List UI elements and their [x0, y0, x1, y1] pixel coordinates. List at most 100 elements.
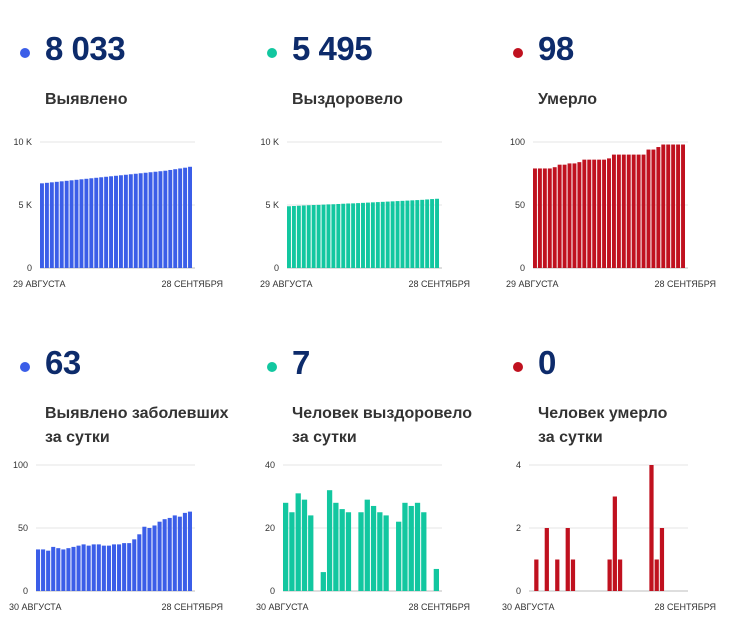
bar: [345, 512, 352, 591]
bar: [46, 550, 51, 591]
bar: [410, 200, 415, 268]
daily-value: 7: [292, 344, 310, 381]
bar: [40, 183, 44, 268]
bar: [99, 177, 104, 268]
bar: [128, 174, 133, 268]
bar: [661, 144, 666, 268]
bar: [577, 162, 582, 268]
bar: [71, 546, 76, 591]
bar: [370, 202, 375, 268]
bar: [395, 201, 400, 268]
bar: [567, 163, 572, 268]
bar: [617, 559, 623, 591]
y-tick-label: 0: [520, 263, 525, 273]
daily-value: 0: [538, 344, 556, 381]
bar: [74, 179, 79, 268]
bar: [607, 158, 611, 268]
bar: [61, 549, 66, 591]
bar: [36, 549, 41, 591]
x-tick-label-start: 30 АВГУСТА: [256, 602, 309, 612]
x-tick-label-end: 28 СЕНТЯБРЯ: [408, 602, 470, 612]
bar: [143, 172, 148, 268]
bar: [537, 168, 542, 268]
y-tick-label: 5 K: [18, 200, 32, 210]
bar: [152, 525, 157, 591]
bar: [649, 465, 654, 591]
bar: [122, 543, 127, 591]
bar: [582, 159, 587, 268]
total-value: 8 033: [45, 30, 126, 67]
panel-label: Выявлено заболевших за сутки: [45, 405, 229, 446]
y-tick-label: 5 K: [265, 200, 279, 210]
panel-label: Человек умерло за сутки: [538, 405, 668, 446]
bar: [681, 144, 685, 268]
bar: [597, 159, 602, 268]
bar: [69, 180, 74, 268]
panel-label: Выздоровело: [292, 91, 403, 108]
bar: [311, 205, 316, 268]
bar: [296, 205, 301, 268]
bar: [111, 544, 117, 591]
y-tick-label: 0: [270, 586, 275, 596]
bar: [123, 174, 128, 268]
bar: [361, 202, 365, 268]
bar: [602, 159, 607, 268]
bar: [626, 154, 631, 268]
bar: [158, 171, 163, 268]
bar: [148, 172, 153, 268]
bar: [651, 149, 656, 268]
bar: [316, 204, 321, 268]
bar: [308, 515, 314, 591]
bar: [380, 201, 385, 268]
bar: [117, 544, 122, 591]
bar-chart: 0 5 K 10 K 29 АВГУСТА 28 СЕНТЯБРЯ: [13, 137, 223, 289]
bar: [425, 199, 430, 268]
y-tick-label: 0: [27, 263, 32, 273]
bar: [157, 521, 162, 591]
bar: [415, 200, 420, 268]
bar: [383, 515, 389, 591]
bar-chart: 0 50 100 30 АВГУСТА 28 СЕНТЯБРЯ: [9, 460, 223, 612]
bar: [400, 200, 405, 268]
bar: [390, 201, 395, 268]
bar: [178, 168, 183, 268]
bar: [435, 198, 439, 268]
bar: [676, 144, 681, 268]
y-tick-label: 50: [18, 523, 28, 533]
bar: [138, 173, 143, 268]
bar: [562, 164, 567, 268]
bar: [96, 544, 101, 591]
bar: [89, 178, 94, 268]
bar: [659, 528, 665, 591]
bar: [162, 519, 167, 591]
bar: [607, 559, 612, 591]
bar: [187, 511, 192, 591]
bar: [565, 528, 570, 591]
bar: [109, 176, 114, 268]
bar: [636, 154, 641, 268]
panel-deaths-total: 98 Умерло 0 50 100 29 АВГУСТА 28 СЕНТЯБРЯ: [493, 0, 738, 310]
bar: [592, 159, 597, 268]
bar: [408, 505, 414, 591]
x-tick-label-end: 28 СЕНТЯБРЯ: [161, 602, 223, 612]
x-tick-label-start: 29 АВГУСТА: [13, 279, 66, 289]
x-tick-label-start: 29 АВГУСТА: [506, 279, 559, 289]
bar: [656, 147, 661, 268]
bar: [66, 548, 71, 591]
bar: [79, 179, 84, 268]
y-tick-label: 100: [510, 137, 525, 147]
bar: [671, 144, 676, 268]
bar: [51, 546, 56, 591]
bar: [182, 512, 187, 591]
bar: [168, 169, 173, 268]
bar: [572, 163, 577, 268]
bar-chart: 0 5 K 10 K 29 АВГУСТА 28 СЕНТЯБРЯ: [260, 137, 470, 289]
series-dot: [267, 362, 277, 372]
bar: [414, 502, 421, 591]
bar: [137, 534, 142, 591]
panel-label: Умерло: [538, 91, 597, 108]
bar: [106, 545, 111, 591]
bar: [91, 544, 96, 591]
bar: [375, 202, 380, 268]
y-tick-label: 40: [265, 460, 275, 470]
